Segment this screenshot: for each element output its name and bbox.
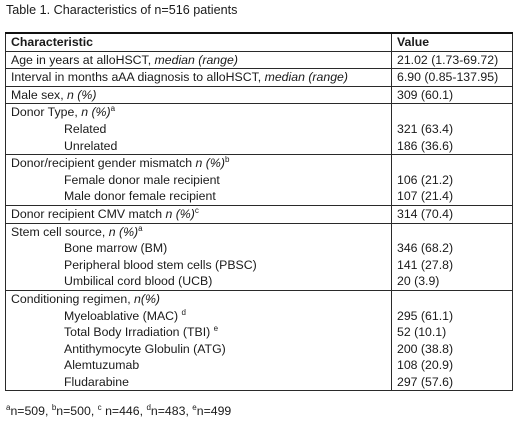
sub-item-value: 200 (38.8)	[397, 341, 454, 356]
group-title: Donor Type, n (%)a	[11, 104, 386, 121]
label-unit: n (%)	[195, 156, 225, 171]
footnote-marker: d	[181, 307, 186, 317]
header-value: Value	[391, 31, 513, 52]
table-row-interval: Interval in months aAA diagnosis to allo…	[5, 68, 513, 87]
table-caption: Table 1. Characteristics of n=516 patien…	[6, 3, 238, 17]
blank-value	[397, 224, 507, 240]
sub-item-label: Male donor female recipient	[64, 189, 216, 204]
footnote-marker: b	[51, 403, 57, 412]
sub-item-label: Peripheral blood stem cells (PBSC)	[64, 257, 257, 272]
sub-item-value: 20 (3.9)	[397, 274, 440, 289]
sub-item-value: 346 (68.2)	[397, 241, 454, 256]
label-text: Age in years at alloHSCT,	[11, 52, 155, 67]
label-text: Donor/recipient gender mismatch	[11, 156, 196, 171]
blank-value	[397, 105, 507, 121]
sub-item-label: Fludarabine	[64, 374, 129, 389]
label-unit: n (%)	[81, 105, 111, 120]
header-characteristic: Characteristic	[5, 31, 392, 52]
sub-item-label: Myeloablative (MAC) d	[11, 308, 386, 325]
label-text: Myeloablative (MAC)	[64, 308, 182, 323]
sub-item-label: Female donor male recipient	[64, 172, 220, 187]
label-text: Stem cell source,	[11, 224, 109, 239]
footnote-marker: e	[192, 403, 197, 412]
sub-item-label: Umbilical cord blood (UCB)	[64, 274, 213, 289]
label-text: Total Body Irradiation (TBI)	[64, 325, 214, 340]
footnote-marker: a	[110, 104, 116, 114]
footnote-text: n=483,	[150, 404, 193, 418]
blank-value	[397, 156, 507, 172]
footnote-text: n=509,	[10, 404, 52, 418]
table-row-donor-type: Donor Type, n (%)a Related Unrelated 321…	[5, 103, 513, 156]
table-row-age: Age in years at alloHSCT, median (range)…	[5, 50, 513, 70]
sub-item-value: 295 (61.1)	[397, 308, 454, 323]
group-title: Donor/recipient gender mismatch n (%)b	[11, 155, 386, 172]
sub-item-label: Alemtuzumab	[64, 358, 140, 373]
row-value: 314 (70.4)	[391, 204, 513, 224]
label-text: Donor Type,	[11, 105, 82, 120]
footnote-text: n=499	[196, 404, 232, 418]
footnote-text: n=446,	[101, 404, 147, 418]
characteristics-table: Characteristic Value Age in years at all…	[5, 31, 513, 392]
table-row-male-sex: Male sex, n (%) 309 (60.1)	[5, 85, 513, 105]
row-value: 6.90 (0.85-137.95)	[391, 68, 513, 87]
blank-value	[397, 291, 507, 307]
sub-item-value: 52 (10.1)	[397, 325, 447, 340]
label-unit: median (range)	[264, 70, 348, 85]
footnote-marker: d	[146, 403, 151, 412]
row-label: Donor recipient CMV match n (%)c	[5, 204, 392, 224]
sub-item-value: 107 (21.4)	[397, 189, 454, 204]
row-label-group: Donor Type, n (%)a Related Unrelated	[5, 103, 392, 156]
label-unit: n (%)	[67, 87, 97, 102]
row-value-group: 346 (68.2) 141 (27.8) 20 (3.9)	[391, 222, 513, 291]
label-text: Male sex,	[11, 87, 68, 102]
table-row-gender-mismatch: Donor/recipient gender mismatch n (%)b F…	[5, 154, 513, 206]
table-row-stem-cell-source: Stem cell source, n (%)a Bone marrow (BM…	[5, 222, 513, 291]
row-label: Interval in months aAA diagnosis to allo…	[5, 68, 392, 87]
footnote-marker: e	[213, 324, 219, 334]
footnote-marker: b	[224, 155, 230, 165]
sub-item-label: Bone marrow (BM)	[64, 241, 168, 256]
sub-item-label: Antithymocyte Globulin (ATG)	[64, 341, 226, 356]
group-title: Conditioning regimen, n(%)	[11, 291, 386, 307]
row-value-group: 321 (63.4) 186 (36.6)	[391, 103, 513, 156]
sub-item-value: 321 (63.4)	[397, 121, 454, 136]
sub-item-value: 297 (57.6)	[397, 374, 454, 389]
row-label-group: Conditioning regimen, n(%) Myeloablative…	[5, 289, 392, 392]
sub-item-value: 106 (21.2)	[397, 172, 454, 187]
sub-item-label: Total Body Irradiation (TBI) e	[11, 324, 386, 341]
row-label: Age in years at alloHSCT, median (range)	[5, 50, 392, 70]
label-text: Conditioning regimen,	[11, 291, 135, 306]
table-header-row: Characteristic Value	[5, 31, 513, 52]
row-value: 21.02 (1.73-69.72)	[391, 50, 513, 70]
table-row-conditioning-regimen: Conditioning regimen, n(%) Myeloablative…	[5, 289, 513, 392]
label-unit: median (range)	[154, 52, 238, 67]
footnote-marker: c	[194, 205, 199, 215]
sub-item-value: 186 (36.6)	[397, 138, 454, 153]
footnote-marker: c	[97, 403, 102, 412]
sub-item-value: 108 (20.9)	[397, 358, 454, 373]
label-unit: n (%)	[165, 206, 195, 221]
footnote-marker: a	[138, 223, 143, 233]
label-unit: n(%)	[134, 291, 161, 306]
label-unit: n (%)	[108, 224, 139, 239]
label-text: Interval in months aAA diagnosis to allo…	[11, 70, 265, 85]
row-label-group: Stem cell source, n (%)a Bone marrow (BM…	[5, 222, 392, 291]
row-value-group: 106 (21.2) 107 (21.4)	[391, 154, 513, 206]
sub-item-label: Unrelated	[64, 138, 118, 153]
row-label-group: Donor/recipient gender mismatch n (%)b F…	[5, 154, 392, 206]
table-footnote: an=509, bn=500, c n=446, dn=483, en=499	[6, 403, 231, 419]
group-title: Stem cell source, n (%)a	[11, 223, 386, 240]
row-value: 309 (60.1)	[391, 85, 513, 105]
row-label: Male sex, n (%)	[5, 85, 392, 105]
footnote-text: n=500,	[56, 404, 98, 418]
footnote-marker: a	[6, 403, 11, 412]
row-value-group: 295 (61.1) 52 (10.1) 200 (38.8) 108 (20.…	[391, 289, 513, 392]
sub-item-label: Related	[64, 121, 107, 136]
label-text: Donor recipient CMV match	[11, 206, 166, 221]
table-row-cmv-match: Donor recipient CMV match n (%)c 314 (70…	[5, 204, 513, 224]
sub-item-value: 141 (27.8)	[397, 257, 454, 272]
